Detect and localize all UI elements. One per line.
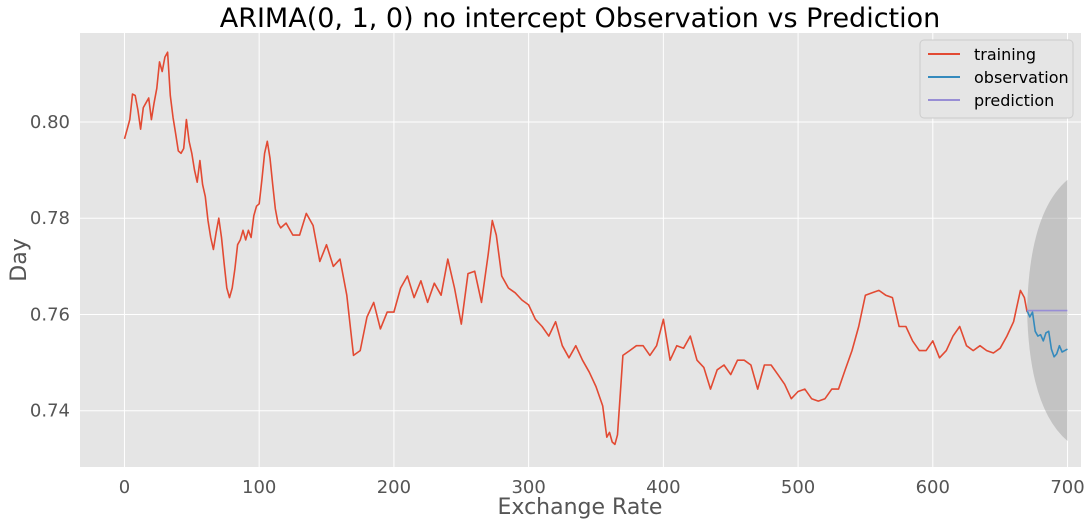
chart-title: ARIMA(0, 1, 0) no intercept Observation … bbox=[220, 3, 941, 34]
x-axis-label: Exchange Rate bbox=[498, 495, 663, 520]
series-lines bbox=[123, 51, 1068, 446]
plot-background bbox=[80, 33, 1081, 467]
x-tick-label: 600 bbox=[916, 477, 950, 498]
x-tick-label: 0 bbox=[119, 477, 130, 498]
legend: training observation prediction bbox=[919, 39, 1074, 119]
y-tick-label: 0.78 bbox=[30, 208, 70, 229]
y-axis-label: Day bbox=[7, 238, 32, 281]
x-tick-label: 200 bbox=[377, 477, 411, 498]
x-tick-labels: 0 100 200 300 400 500 600 700 bbox=[119, 477, 1085, 498]
legend-label-training: training bbox=[974, 45, 1036, 64]
y-tick-label: 0.80 bbox=[30, 112, 70, 133]
legend-box bbox=[919, 39, 1074, 119]
y-tick-label: 0.76 bbox=[30, 304, 70, 325]
x-tick-label: 400 bbox=[646, 477, 680, 498]
x-tick-label: 100 bbox=[242, 477, 276, 498]
x-tick-label: 700 bbox=[1050, 477, 1084, 498]
legend-label-prediction: prediction bbox=[974, 91, 1054, 110]
y-tick-label: 0.74 bbox=[30, 401, 70, 422]
series-line-training bbox=[123, 51, 1028, 446]
y-tick-labels: 0.74 0.76 0.78 0.80 bbox=[30, 112, 70, 422]
legend-label-observation: observation bbox=[974, 68, 1069, 87]
x-tick-label: 500 bbox=[781, 477, 815, 498]
series-line-observation bbox=[1026, 310, 1068, 358]
x-tick-label: 300 bbox=[511, 477, 545, 498]
